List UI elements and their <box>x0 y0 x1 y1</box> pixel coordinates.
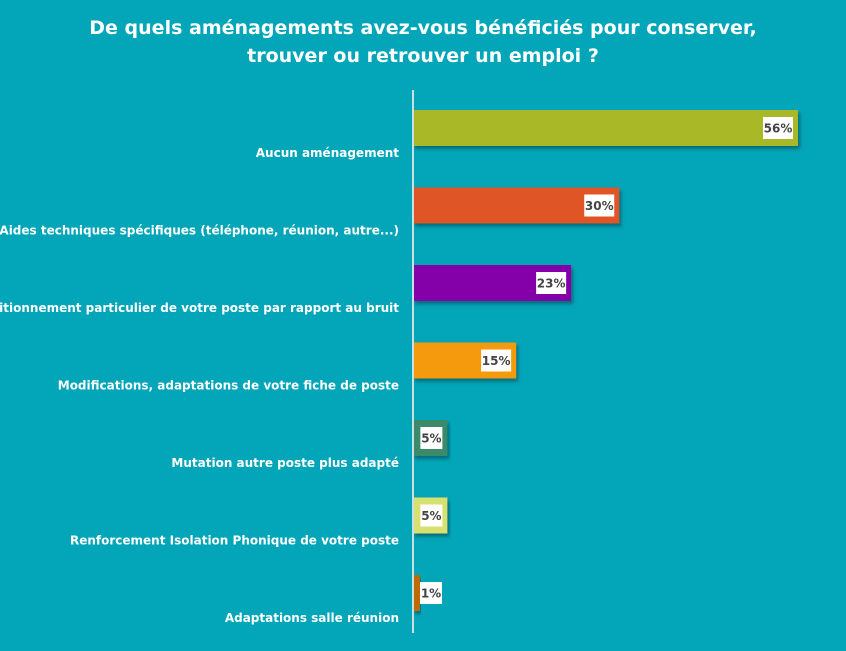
data-label: 15% <box>482 354 511 368</box>
chart-title: De quels aménagements avez-vous bénéfici… <box>0 14 846 70</box>
data-label-box <box>420 427 443 449</box>
data-label: 5% <box>421 432 441 446</box>
category-label: Aides techniques spécifiques (téléphone,… <box>0 224 399 238</box>
bar <box>413 575 420 611</box>
title-line-2: trouver ou retrouver un emploi ? <box>247 45 599 67</box>
data-label-box <box>481 349 512 372</box>
category-label: Modifications, adaptations de votre fich… <box>58 379 399 393</box>
category-label: Aucun aménagement <box>256 146 400 160</box>
category-label: Mutation autre poste plus adapté <box>171 456 399 470</box>
bar <box>413 110 798 146</box>
category-label: Positionnement particulier de votre post… <box>0 301 399 315</box>
title-line-1: De quels aménagements avez-vous bénéfici… <box>89 17 757 39</box>
data-label-box <box>763 117 793 139</box>
data-label-box <box>420 582 442 604</box>
data-label-box <box>420 504 443 527</box>
category-label: Renforcement Isolation Phonique de votre… <box>70 534 399 548</box>
data-label-box <box>584 194 615 217</box>
data-label: 1% <box>421 587 441 601</box>
category-label: Adaptations salle réunion <box>225 611 399 625</box>
data-label: 56% <box>764 122 793 136</box>
data-label: 5% <box>421 509 441 523</box>
data-label-box <box>536 272 567 294</box>
data-label: 23% <box>537 277 566 291</box>
data-label: 30% <box>585 199 614 213</box>
